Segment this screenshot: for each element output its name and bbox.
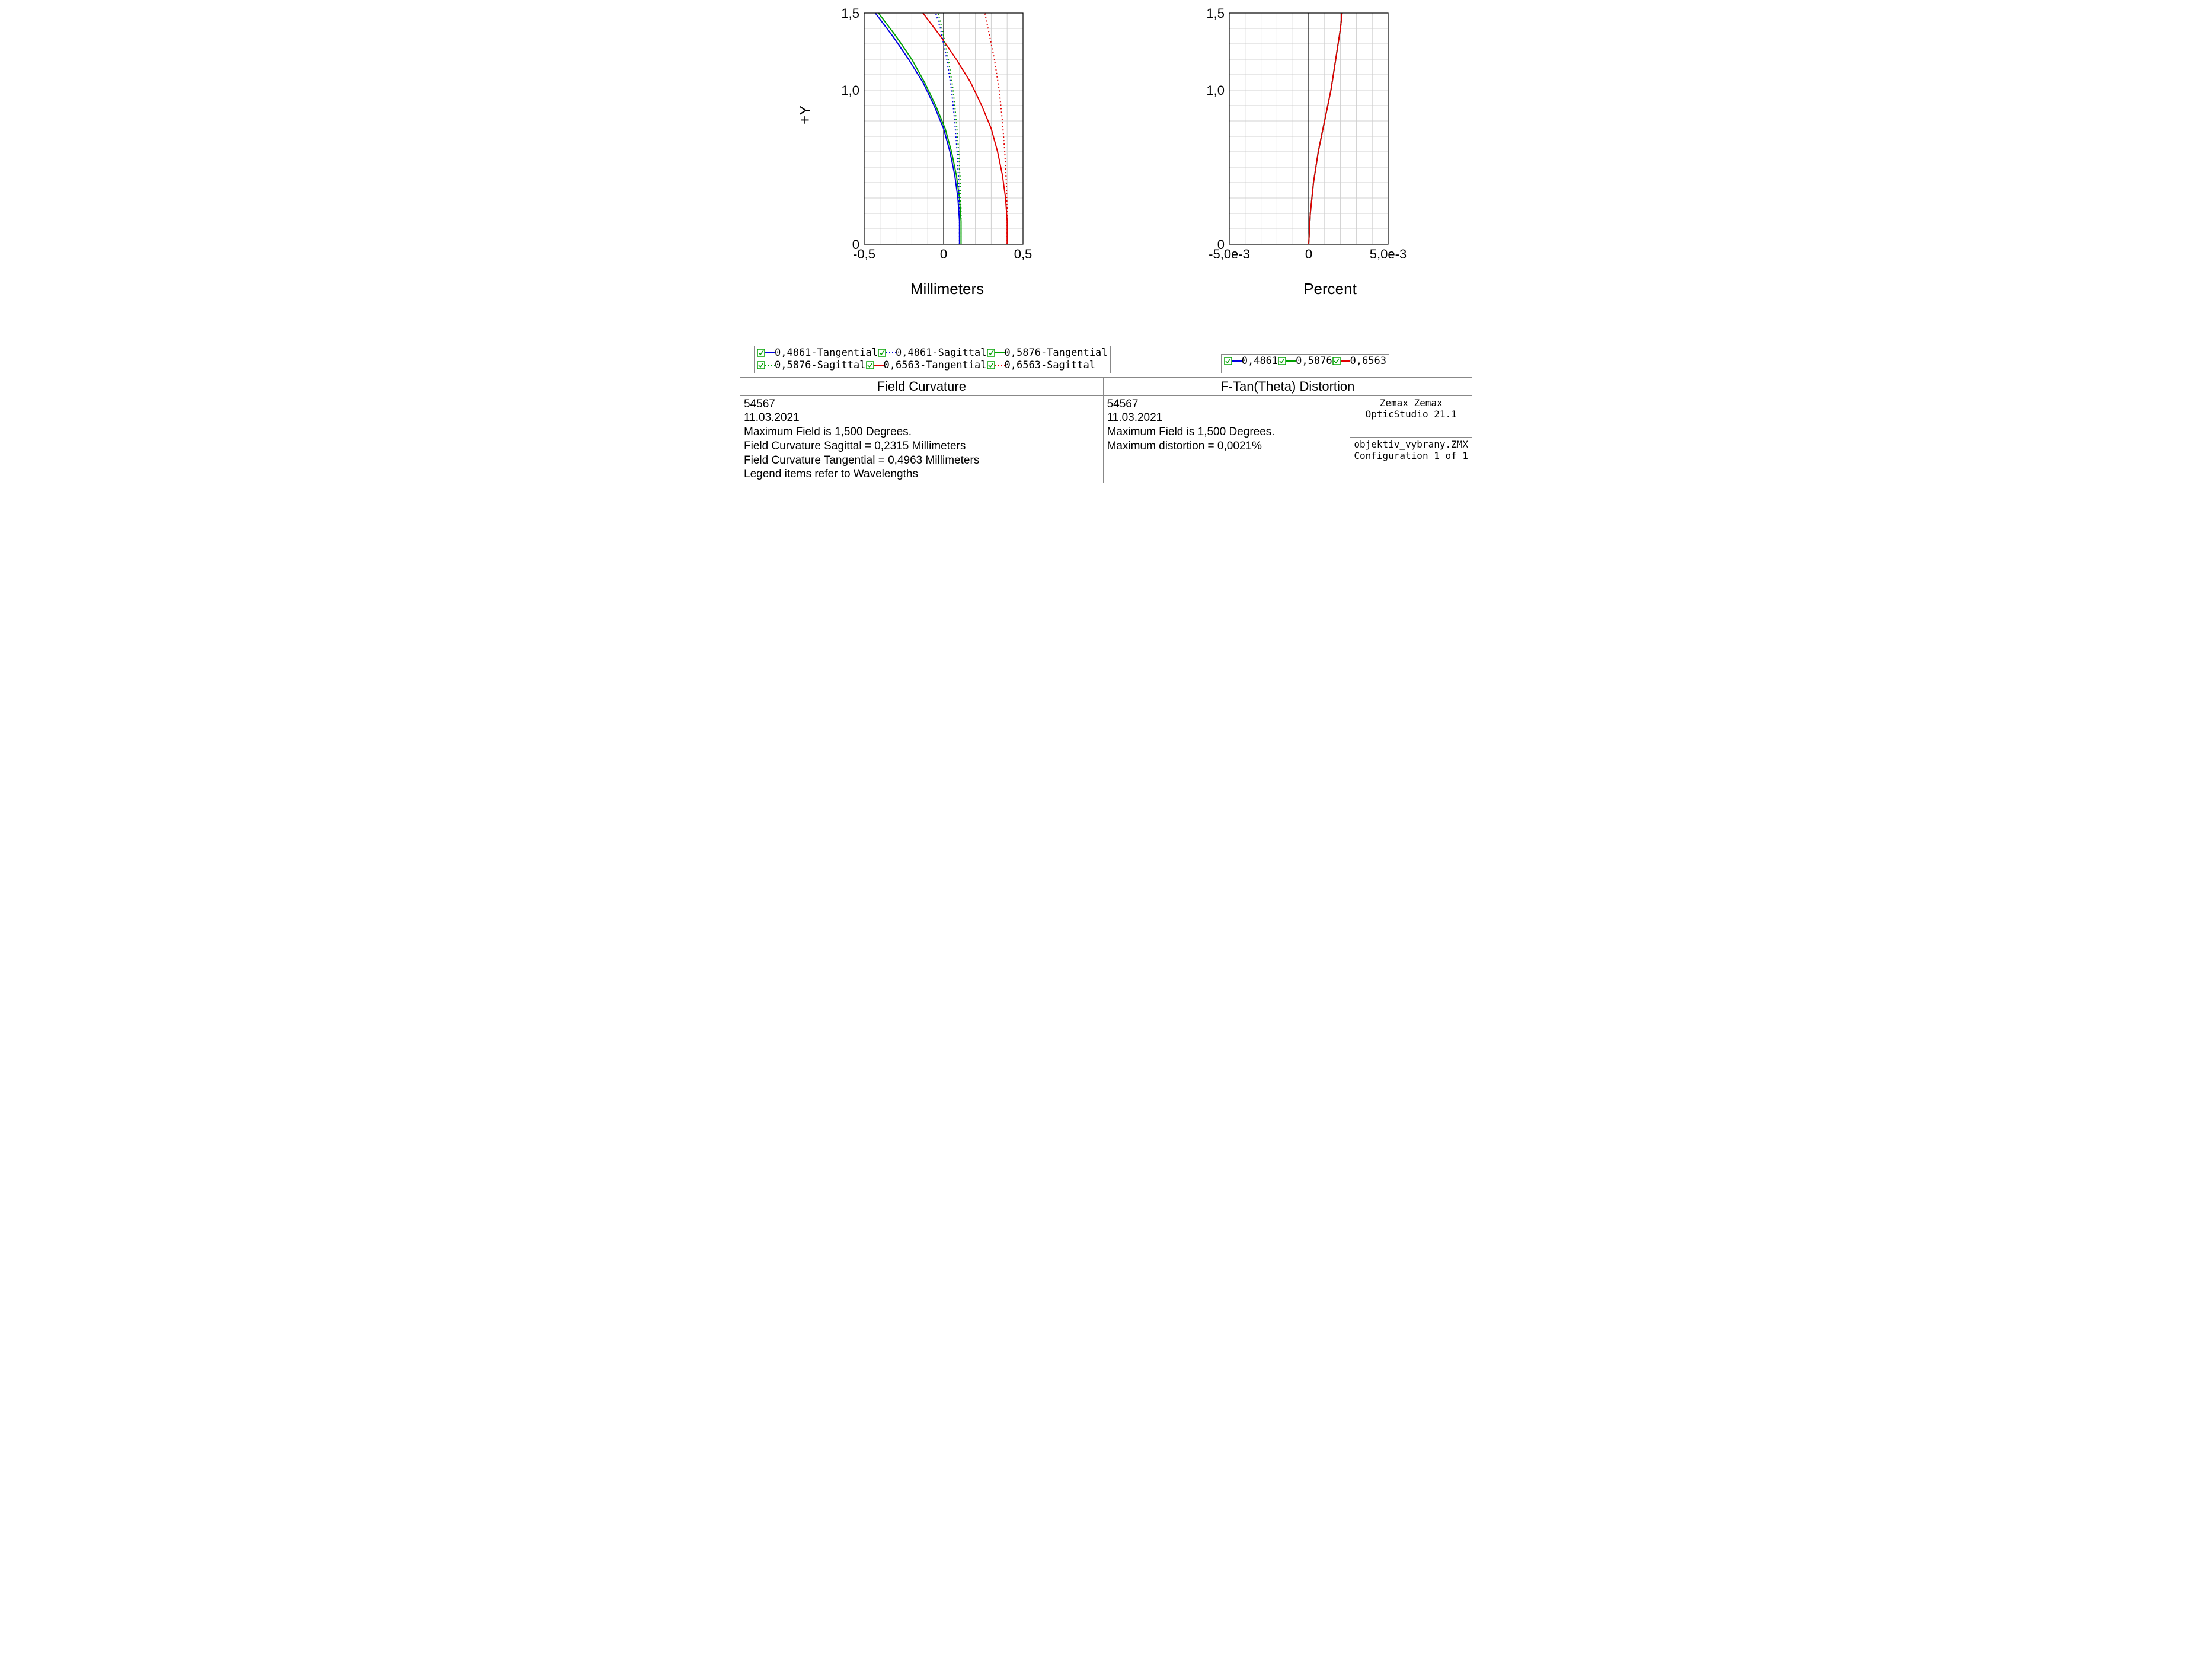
legends-row: 0,4861-Tangential 0,4861-Sagittal 0,5876… [740,346,1472,374]
svg-text:1,5: 1,5 [1206,6,1225,21]
svg-text:0: 0 [1305,247,1312,261]
legend-label: 0,5876 [1296,355,1332,367]
info-header-row: Field Curvature F-Tan(Theta) Distortion [740,377,1472,395]
legend-item: 0,6563-Sagittal [987,359,1096,372]
svg-text:0,5: 0,5 [1014,247,1033,261]
svg-text:5,0e-3: 5,0e-3 [1370,247,1407,261]
field-curvature-svg: -0,500,501,01,5 [740,6,1072,279]
x-axis-label-left: Millimeters [823,280,1072,298]
legend-label: 0,5876-Sagittal [775,359,866,371]
legend-item: 0,6563 [1332,355,1386,368]
legend-label: 0,6563 [1350,355,1386,367]
legend-left: 0,4861-Tangential 0,4861-Sagittal 0,5876… [754,346,1111,374]
meta-top: Zemax Zemax OpticStudio 21.1 [1350,395,1472,437]
legend-label: 0,5876-Tangential [1005,347,1108,359]
legend-item: 0,4861-Sagittal [878,347,987,359]
distortion-svg: -5,0e-305,0e-301,01,5 [1140,6,1472,279]
legend-label: 0,4861-Sagittal [896,347,987,359]
info-title-left: Field Curvature [740,377,1104,395]
legend-item: 0,4861 [1224,355,1278,368]
info-body-right: 54567 11.03.2021 Maximum Field is 1,500 … [1103,395,1350,483]
legend-right: 0,4861 0,5876 0,6563 [1221,354,1389,374]
legend-item: 0,5876-Sagittal [757,359,866,372]
svg-text:0: 0 [1217,237,1225,252]
svg-text:1,0: 1,0 [1206,83,1225,98]
legend-item: 0,6563-Tangential [866,359,987,372]
svg-text:1,0: 1,0 [841,83,859,98]
legend-item: 0,5876-Tangential [987,347,1108,359]
svg-text:1,5: 1,5 [841,6,859,21]
meta-bottom: objektiv_vybrany.ZMX Configuration 1 of … [1350,437,1472,483]
svg-text:-5,0e-3: -5,0e-3 [1209,247,1250,261]
legend-item: 0,5876 [1278,355,1332,368]
info-body-row: 54567 11.03.2021 Maximum Field is 1,500 … [740,395,1472,437]
svg-text:0: 0 [940,247,947,261]
y-axis-label: +Y [796,105,814,124]
legend-label: 0,4861 [1242,355,1278,367]
page-root: +Y -0,500,501,01,5 Millimeters -5,0e-305… [737,0,1475,486]
charts-row: +Y -0,500,501,01,5 Millimeters -5,0e-305… [740,6,1472,298]
info-table: Field Curvature F-Tan(Theta) Distortion … [740,377,1472,484]
field-curvature-chart: +Y -0,500,501,01,5 Millimeters [740,6,1072,298]
legend-label: 0,6563-Sagittal [1005,359,1096,371]
distortion-chart: -5,0e-305,0e-301,01,5 Percent [1140,6,1472,298]
legend-label: 0,4861-Tangential [775,347,878,359]
x-axis-label-right: Percent [1188,280,1472,298]
legend-label: 0,6563-Tangential [884,359,987,371]
info-body-left: 54567 11.03.2021 Maximum Field is 1,500 … [740,395,1104,483]
info-title-right: F-Tan(Theta) Distortion [1103,377,1472,395]
svg-text:0: 0 [852,237,859,252]
legend-item: 0,4861-Tangential [757,347,878,359]
